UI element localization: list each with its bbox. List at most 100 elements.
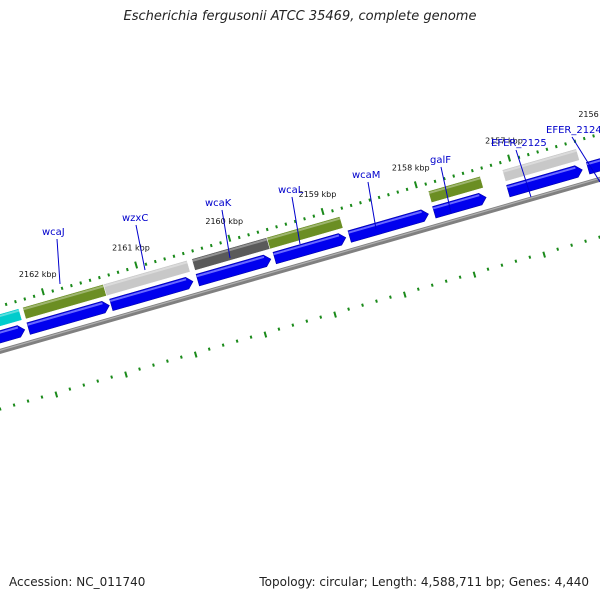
gene-label: wcaK [205,198,232,209]
accession-label: Accession: NC_011740 [9,575,146,589]
inner-minor-tick [305,319,309,323]
minor-tick [51,289,55,293]
minor-tick [470,168,474,173]
minor-tick [480,166,484,170]
feature-block-highlight [191,238,268,262]
feature-block-highlight [22,285,105,311]
inner-minor-tick [138,367,141,371]
minor-tick [97,275,101,280]
minor-tick [144,262,148,266]
minor-tick [14,299,17,304]
gene-label: wzxC [122,213,148,224]
minor-tick [526,152,530,157]
minor-tick [387,193,390,197]
cds-arrow [506,165,583,198]
cds-arrow [272,233,347,265]
inner-minor-tick [110,375,114,379]
minor-tick [4,302,8,307]
inner-minor-tick [40,395,44,399]
inner-minor-tick [486,267,490,271]
minor-tick [70,283,73,288]
feature-block-highlight [428,177,481,195]
minor-tick [60,286,64,291]
backbone-ring [0,176,600,354]
minor-tick [88,278,92,283]
minor-tick [554,144,558,149]
inner-minor-tick [221,343,225,347]
minor-tick [592,134,595,138]
cds-arrow-shine [109,278,187,303]
feature-block [0,308,23,327]
tick-label: 2158 kbp [392,163,430,172]
inner-minor-tick [347,307,350,311]
tick-label: 2157 kbp [485,137,523,146]
cds-arrow-shine [196,255,265,278]
backbone-highlight [0,177,600,351]
genome-summary: Topology: circular; Length: 4,588,711 bp… [259,575,589,589]
gene-label: wcaM [352,170,380,181]
minor-tick [498,160,502,165]
minor-tick [125,267,129,272]
major-tick [227,234,232,242]
inner-minor-tick [96,379,100,383]
minor-tick [582,136,586,141]
gene-label: EFER_2124 [546,125,600,136]
inner-minor-tick [375,299,378,303]
minor-tick [489,163,493,168]
major-tick [413,181,418,189]
minor-tick [359,201,362,205]
inner-minor-tick [26,399,30,403]
cds-arrow-shine [0,326,19,334]
major-tick [134,261,139,269]
inner-minor-tick [152,363,155,367]
minor-tick [340,206,344,210]
inner-minor-tick [0,407,2,411]
cds-arrow [26,301,110,335]
inner-minor-tick [430,283,434,287]
minor-tick [107,273,111,277]
gene-leader-line [440,166,452,214]
gene-labels: wcaJ wzxC wcaK wcaL wcaM galF EFER_2125 EFER_21… [42,125,600,285]
feature-block-highlight [266,217,341,241]
inner-minor-tick [166,359,169,363]
major-tick [507,154,512,162]
minor-tick [452,174,456,178]
cds-arrow [347,209,429,243]
inner-minor-tick [12,403,16,407]
cds-arrow [432,192,487,219]
minor-tick [32,294,36,299]
inner-minor-tick [528,255,532,259]
minor-tick [247,233,250,237]
gene-leader-line [56,238,61,285]
cds-arrow-shine [432,194,480,210]
minor-tick [442,176,446,181]
inner-major-tick [333,311,337,318]
tick-label: 2161 kbp [112,243,150,252]
minor-tick [163,257,167,261]
inner-minor-tick [291,323,295,327]
major-tick [40,288,45,296]
minor-tick [265,227,269,232]
inner-minor-tick [500,263,504,267]
gene-leader-line [367,181,377,230]
cds-arrow-shine [348,210,422,234]
minor-tick [377,195,381,200]
inner-major-tick [472,271,477,278]
inner-minor-tick [319,315,323,319]
minor-tick [191,249,194,253]
minor-tick [368,198,372,202]
minor-tick [303,217,306,221]
inner-tick-ring [0,235,600,411]
inner-minor-tick [556,247,560,251]
inner-minor-tick [68,387,72,391]
gene-label: wcaJ [42,227,65,238]
gene-leader-line [515,149,532,198]
feature-block [501,148,580,182]
inner-major-tick [193,351,198,358]
map-title: Escherichia fergusonii ATCC 35469, compl… [123,9,477,24]
feature-block-highlight [502,149,578,173]
inner-minor-tick [514,259,518,263]
minor-tick [536,150,539,154]
inner-minor-tick [389,295,392,299]
minor-tick [433,179,437,184]
